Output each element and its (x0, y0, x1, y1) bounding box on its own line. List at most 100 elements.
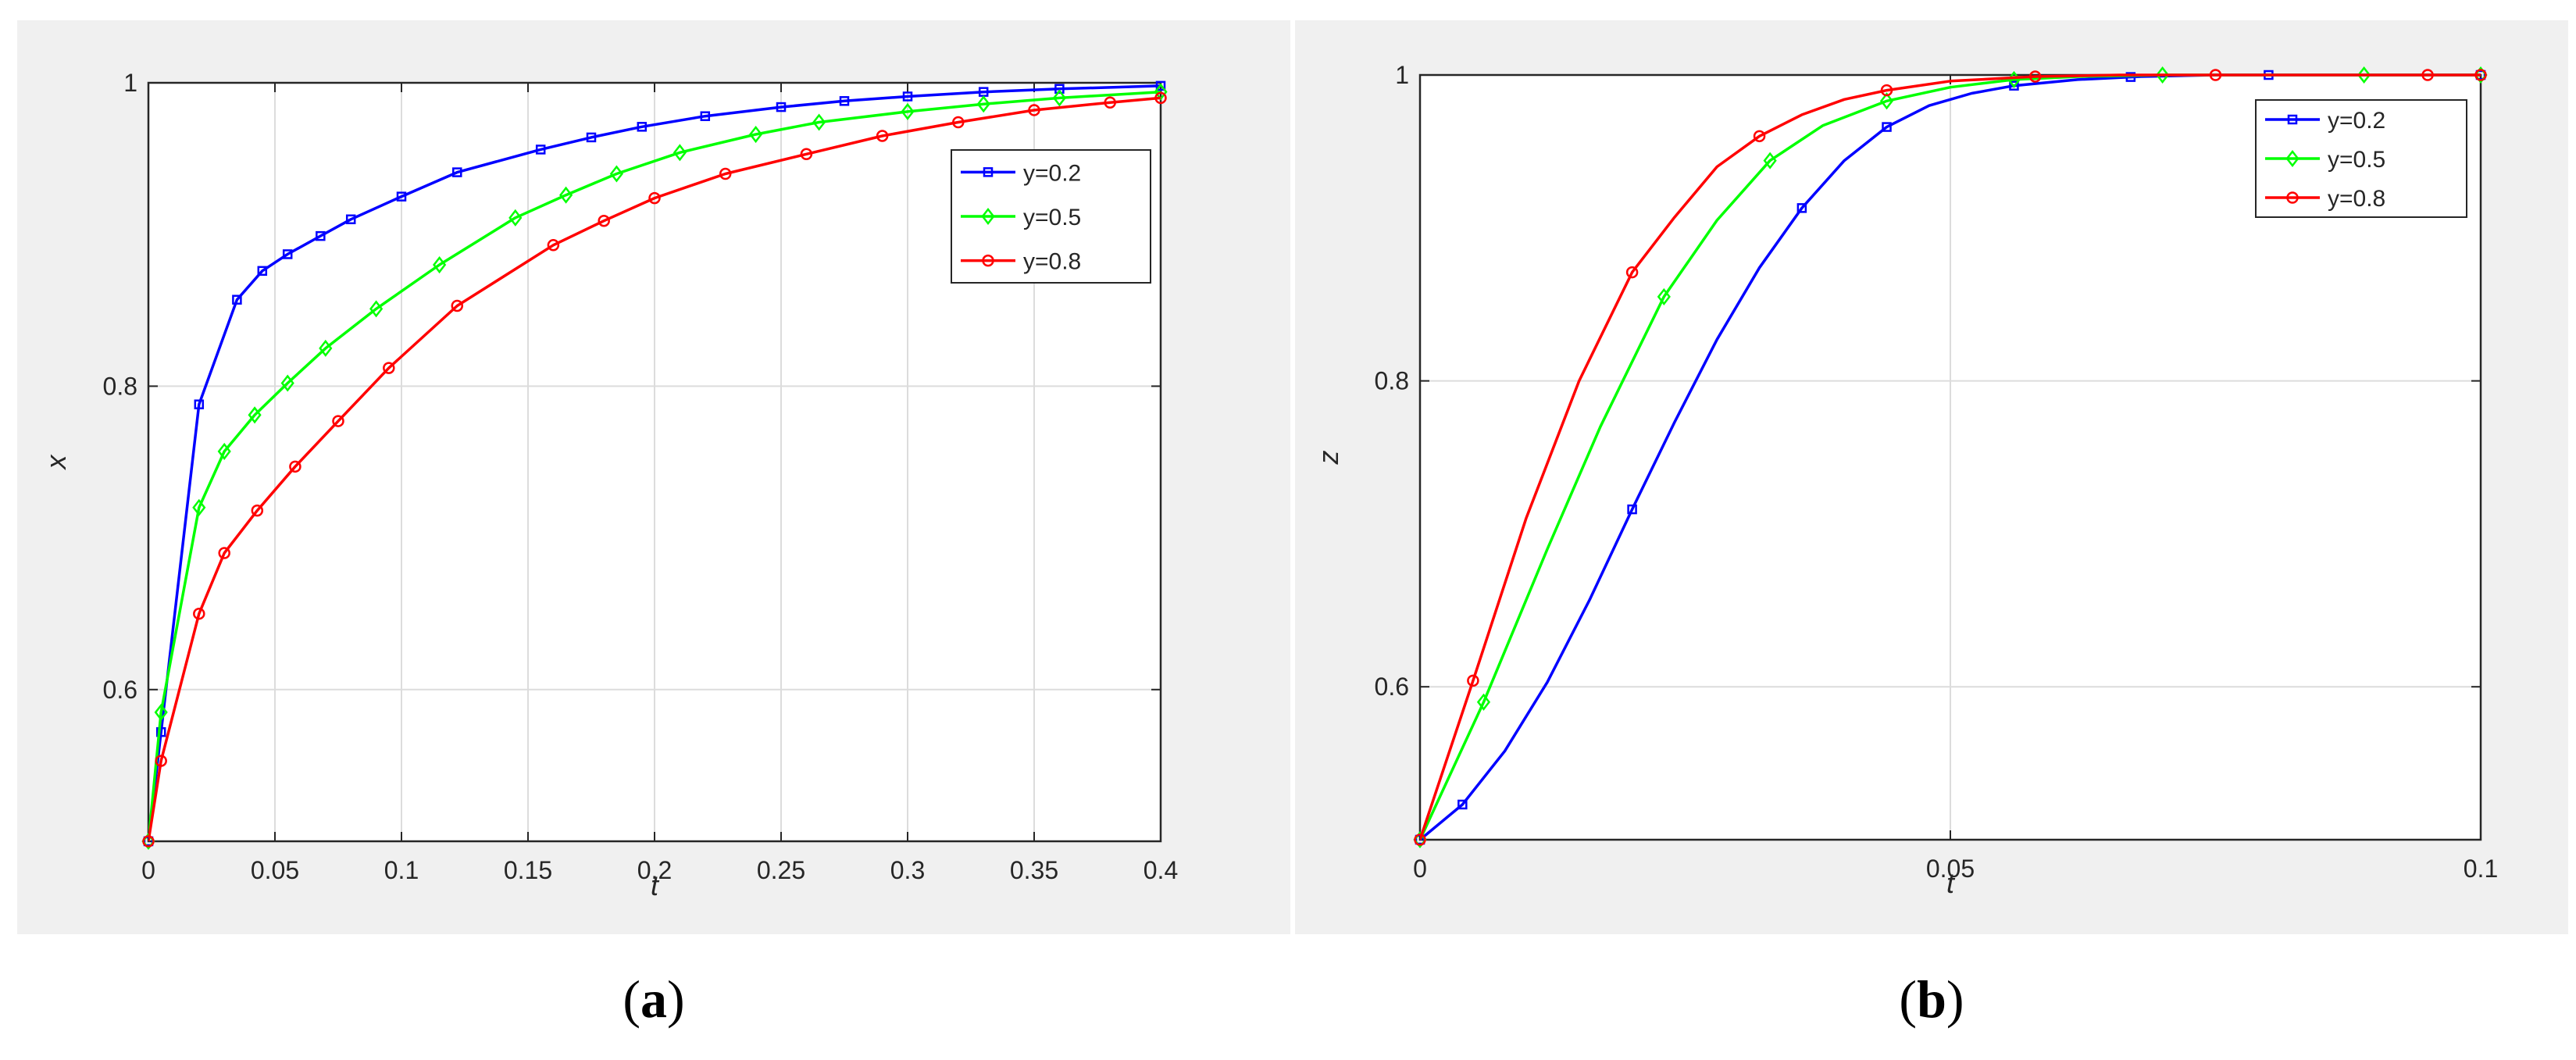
chart-a-legend-marker-0 (983, 167, 994, 177)
chart-a-series-2-point-0 (142, 835, 155, 848)
chart-a-series-2-point-5 (289, 460, 301, 473)
chart-a-xtick-label-0: 0 (141, 856, 155, 884)
chart-a-series-1-point-17 (1052, 89, 1066, 107)
chart-a-series-2-point-2 (193, 607, 205, 620)
chart-b-series-2-point-1 (1467, 674, 1479, 687)
caption-b: (b) (1814, 969, 2049, 1030)
chart-a-series-0-point-19 (1155, 80, 1166, 91)
chart-b-legend-label-1: y=0.5 (2328, 147, 2385, 173)
chart-a-series-1-point-13 (749, 125, 763, 144)
chart-b-xtick-label-2: 0.1 (2464, 855, 2498, 883)
chart-a-series-2-point-13 (800, 148, 813, 161)
caption-a-letter: a (640, 969, 667, 1029)
chart-a-series-2-point-17 (1104, 96, 1116, 109)
chart-a-legend-label-1: y=0.5 (1023, 205, 1081, 230)
chart-a-series-0-point-7 (345, 214, 356, 225)
chart-a-series-2-point-7 (383, 362, 395, 374)
chart-b-series-2-point-7 (2421, 69, 2434, 81)
chart-a-series-1-point-5 (280, 374, 294, 392)
chart-a-series-1-point-16 (976, 95, 990, 113)
chart-a-series-2-point-12 (719, 167, 732, 180)
chart-a-series-2-point-3 (218, 547, 230, 559)
chart-a-svg: 0 0.05 0.1 0.15 0.2 0.25 0.3 0.35 0.4 0.6 0.8 1 t x y=… (40, 69, 1178, 901)
chart-a-series-0-point-16 (902, 91, 913, 102)
chart-b-series-1-point-2 (1657, 287, 1671, 305)
chart-b-series-2-point-5 (2028, 70, 2042, 83)
chart-a-series-1-point-9 (508, 209, 523, 227)
chart-b-series-1-point-4 (1879, 92, 1894, 110)
chart-a-series-2-point-6 (332, 415, 344, 427)
chart-a-series-0-point-10 (535, 145, 546, 155)
chart-b-series-2-point-0 (1414, 833, 1426, 846)
caption-a-close: ) (667, 969, 685, 1029)
chart-a-series-2-point-15 (952, 116, 965, 129)
chart-a-xtick-label-4: 0.2 (637, 856, 672, 884)
chart-a-series-0-point-6 (316, 230, 326, 241)
chart-a-series-0-point-15 (839, 96, 850, 106)
chart-a-series-2-point-11 (648, 191, 661, 205)
caption-b-letter: b (1917, 969, 1946, 1029)
chart-b-series-0-point-6 (2125, 72, 2136, 82)
chart-a-series-0-point-14 (776, 102, 787, 112)
chart-a-series-0-point-18 (1054, 84, 1065, 95)
chart-a-series-2-point-16 (1028, 104, 1040, 116)
chart-b-ytick-label-1: 0.8 (1375, 367, 1409, 395)
chart-b-svg: 0 0.05 0.1 0.6 0.8 1 t z y=0.2 y=0.5 y=0.8 (1312, 61, 2498, 899)
chart-b-ylabel: z (1312, 451, 1344, 466)
caption-b-close: ) (1946, 969, 1964, 1029)
chart-b-series-2-point-6 (2209, 69, 2222, 81)
chart-a-series-1-point-11 (609, 165, 623, 183)
chart-b-series-2-point-2 (1625, 266, 1639, 279)
chart-b-ytick-label-2: 1 (1395, 61, 1409, 89)
chart-a-ylabel: x (40, 454, 72, 471)
chart-a-series-1-point-6 (319, 339, 333, 357)
chart-b-xlabel: t (1946, 867, 1956, 899)
chart-b-legend-label-0: y=0.2 (2328, 108, 2385, 134)
chart-b-legend-marker-0 (2287, 114, 2298, 125)
chart-a-legend-marker-1 (981, 207, 995, 226)
chart-b-series-0-point-3 (1796, 203, 1807, 213)
chart-a-series-2-point-10 (598, 214, 610, 227)
chart-b-series-2-point-8 (2474, 69, 2487, 81)
chart-b-legend-marker-1 (2285, 149, 2299, 168)
chart-a-ytick-label-1: 0.8 (103, 372, 137, 400)
chart-a-series-0-point-8 (396, 191, 407, 202)
chart-a-legend-label-0: y=0.2 (1023, 160, 1081, 186)
chart-a-xtick-label-6: 0.3 (890, 856, 925, 884)
chart-a-series-1-point-14 (812, 113, 826, 131)
chart-a-series-1-point-2 (192, 498, 206, 516)
chart-b-xtick-label-0: 0 (1413, 855, 1427, 883)
chart-a-series-1-point-4 (248, 406, 262, 424)
chart-a-series-1-point-8 (433, 256, 447, 274)
chart-b-ytick-label-0: 0.6 (1375, 673, 1409, 701)
chart-a-legend-label-2: y=0.8 (1023, 249, 1081, 275)
chart-b-series-2-point-3 (1753, 130, 1766, 143)
chart-a-series-2-point-14 (876, 130, 889, 142)
chart-a-series-0-point-9 (452, 167, 462, 177)
chart-a-xtick-label-1: 0.05 (251, 856, 299, 884)
chart-a-series-1-point-12 (673, 144, 687, 162)
chart-a-series-0-point-13 (700, 111, 711, 121)
chart-a-series-1-point-1 (154, 703, 168, 721)
chart-a-series-1-point-10 (559, 186, 573, 204)
chart-b-xtick-label-1: 0.05 (1926, 855, 1975, 883)
caption-b-open: ( (1899, 969, 1918, 1029)
chart-b-series-2-point-4 (1880, 84, 1893, 97)
chart-a-xtick-label-7: 0.35 (1010, 856, 1058, 884)
chart-b-series-0-point-4 (1882, 122, 1892, 132)
chart-a-series-2-point-8 (451, 299, 464, 312)
chart-b-series-1-point-3 (1763, 152, 1777, 170)
chart-b-legend-marker-2 (2286, 191, 2299, 204)
chart-a-series-2-point-1 (155, 755, 167, 767)
chart-a-series-line-1 (148, 90, 1161, 842)
chart-a-series-0-point-2 (194, 399, 205, 409)
chart-b-series-0-point-1 (1457, 799, 1468, 810)
chart-b-legend-label-2: y=0.8 (2328, 186, 2385, 212)
chart-panel-a: 0 0.05 0.1 0.15 0.2 0.25 0.3 0.35 0.4 0.6 0.8 1 t x y=… (17, 20, 1290, 934)
chart-a-series-0-point-4 (257, 266, 268, 277)
chart-b-series-1-point-1 (1476, 693, 1491, 711)
chart-a-series-0-point-5 (282, 249, 293, 259)
chart-a-ytick-label-0: 0.6 (103, 676, 137, 704)
chart-a-xlabel: t (651, 869, 660, 901)
chart-b-series-1-point-6 (2156, 66, 2170, 84)
